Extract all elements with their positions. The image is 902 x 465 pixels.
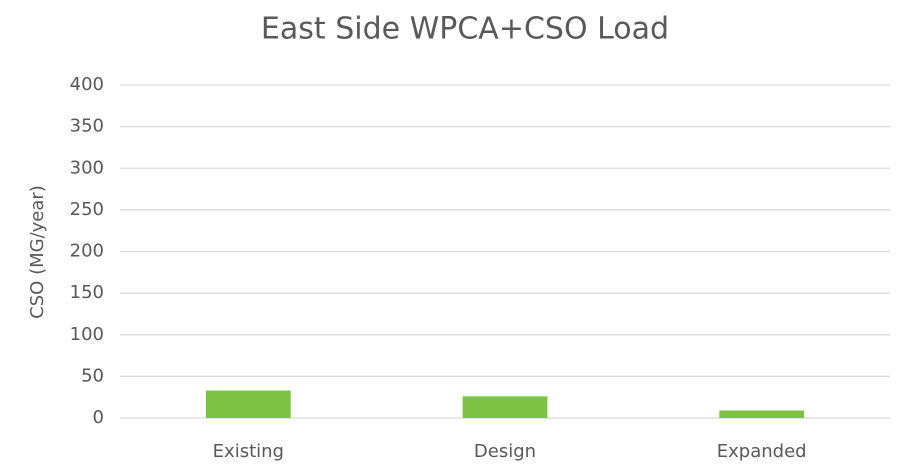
y-tick-label: 400 [70, 74, 104, 95]
y-axis-label: CSO (MG/year) [27, 185, 48, 319]
y-tick-label: 250 [70, 199, 104, 220]
y-tick-label: 50 [81, 365, 104, 386]
y-tick-label: 0 [93, 407, 104, 428]
bar [719, 410, 805, 418]
bar [205, 390, 291, 418]
y-tick-label: 200 [70, 241, 104, 262]
y-tick-label: 300 [70, 157, 104, 178]
y-tick-label: 100 [70, 324, 104, 345]
chart-title: East Side WPCA+CSO Load [261, 12, 669, 47]
bar [462, 396, 548, 418]
y-tick-label: 350 [70, 116, 104, 137]
x-tick-label: Existing [213, 441, 284, 462]
x-tick-label: Design [474, 441, 536, 462]
y-tick-label: 150 [70, 282, 104, 303]
x-tick-label: Expanded [717, 441, 807, 462]
